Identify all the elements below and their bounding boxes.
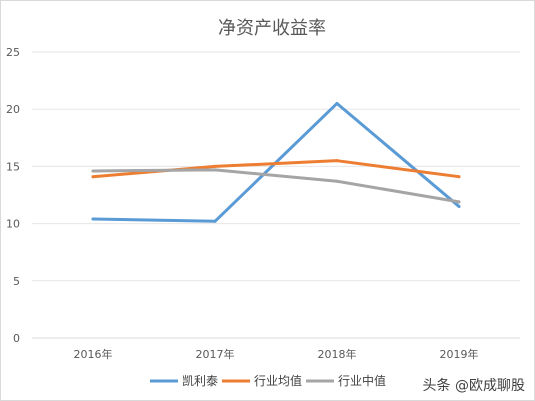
- data-point: [213, 219, 217, 223]
- watermark-text: 头条 @欧成聊股: [422, 378, 525, 394]
- data-point: [335, 159, 339, 163]
- legend-label: 行业中值: [338, 373, 386, 388]
- chart-title: 净资产收益率: [218, 18, 326, 39]
- series-lines: [91, 101, 461, 223]
- y-tick-label: 15: [6, 160, 20, 173]
- legend-label: 凯利泰: [182, 374, 218, 388]
- watermark: 头条 @欧成聊股: [420, 375, 527, 395]
- y-tick-label: 0: [13, 332, 20, 345]
- data-point: [457, 200, 461, 204]
- legend-label: 行业均值: [254, 373, 302, 388]
- data-point: [457, 175, 461, 179]
- y-tick-label: 25: [6, 46, 20, 59]
- data-point: [335, 179, 339, 183]
- x-tick-label: 2018年: [318, 347, 357, 361]
- x-tick-label: 2017年: [196, 347, 235, 361]
- x-axis-ticks: 2016年 2017年 2018年 2019年: [74, 347, 479, 361]
- gridlines: [32, 51, 520, 339]
- y-tick-label: 10: [6, 218, 20, 231]
- data-point: [213, 164, 217, 168]
- y-tick-label: 20: [6, 103, 20, 116]
- data-point: [213, 168, 217, 172]
- data-point: [335, 101, 339, 105]
- data-point: [91, 217, 95, 221]
- x-tick-label: 2019年: [440, 347, 479, 361]
- legend: 凯利泰 行业均值 行业中值: [150, 373, 386, 388]
- data-point: [91, 175, 95, 179]
- data-point: [457, 204, 461, 208]
- y-tick-label: 5: [13, 275, 20, 288]
- x-tick-label: 2016年: [74, 347, 113, 361]
- y-axis-ticks: 0 5 10 15 20 25: [6, 46, 20, 345]
- series-line-3: [91, 168, 461, 204]
- data-point: [91, 169, 95, 173]
